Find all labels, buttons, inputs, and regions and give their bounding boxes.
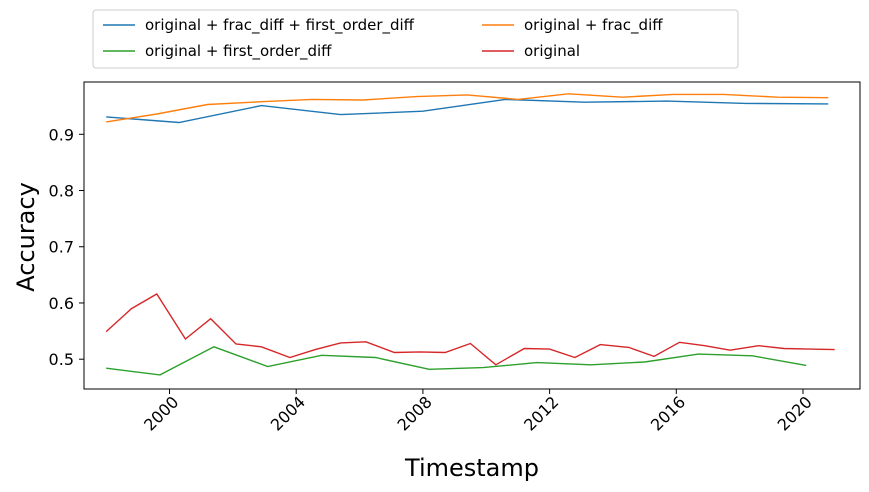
series-line-0 (106, 98, 829, 124)
legend-box (92, 9, 739, 69)
legend-label-3: original (524, 42, 580, 60)
y-tick-label: 0.6 (49, 294, 74, 313)
series-line-2 (106, 346, 807, 376)
plot-frame (83, 81, 861, 390)
series-line-3 (105, 293, 835, 366)
y-tick-label: 0.9 (49, 125, 74, 144)
y-tick-label: 0.8 (49, 182, 74, 201)
x-tick-label: 2016 (647, 392, 689, 434)
x-axis-title: Timestamp (404, 454, 539, 482)
x-tick-label: 2020 (774, 392, 816, 434)
x-tick-label: 2000 (140, 392, 182, 434)
plot-lines (105, 93, 835, 376)
series-line-1 (106, 93, 829, 123)
x-tick-label: 2008 (394, 392, 436, 434)
x-axis: 2000 2004 2008 2012 2016 2020 (140, 389, 816, 435)
legend-label-0: original + frac_diff + first_order_diff (145, 16, 415, 35)
y-axis: 0.5 0.6 0.7 0.8 0.9 (49, 125, 84, 369)
x-tick-label: 2012 (520, 392, 562, 434)
legend-label-2: original + first_order_diff (145, 42, 332, 61)
y-axis-title: Accuracy (12, 182, 40, 292)
x-tick-label: 2004 (267, 392, 309, 434)
legend-label-1: original + frac_diff (524, 16, 663, 35)
y-tick-label: 0.5 (49, 350, 74, 369)
y-tick-label: 0.7 (49, 238, 74, 257)
